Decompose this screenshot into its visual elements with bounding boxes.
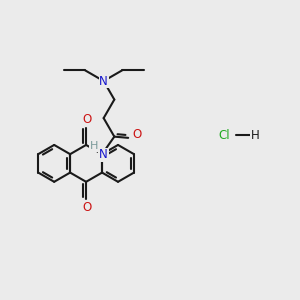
Text: Cl: Cl [218,129,230,142]
Text: H: H [89,141,98,151]
Text: N: N [99,74,108,88]
Text: H: H [251,129,260,142]
Text: N: N [99,148,108,161]
Text: O: O [82,201,91,214]
Text: O: O [82,113,91,126]
Text: O: O [133,128,142,141]
